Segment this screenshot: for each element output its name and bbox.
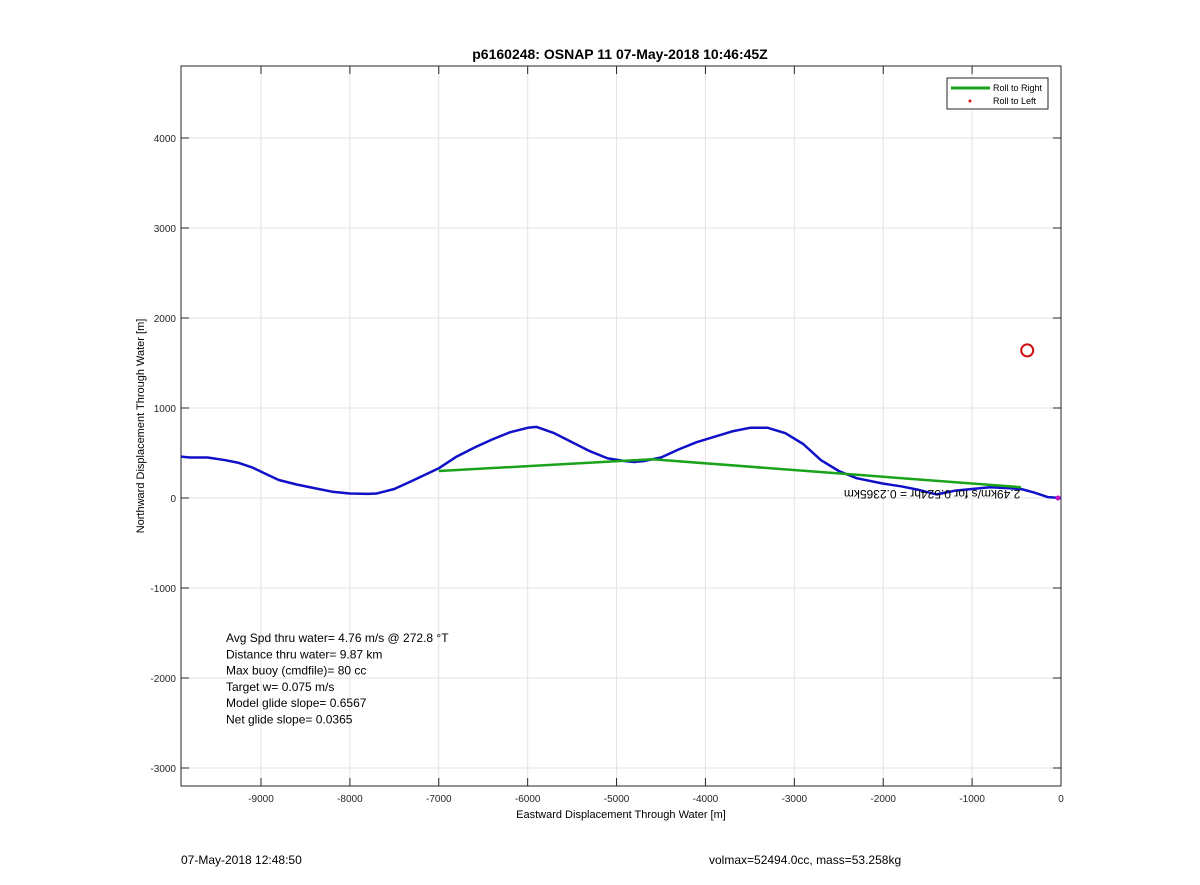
y-tick-label: -1000 (150, 584, 176, 595)
stats-line: Avg Spd thru water= 4.76 m/s @ 272.8 °T (226, 631, 449, 645)
stats-annotation: Avg Spd thru water= 4.76 m/s @ 272.8 °T D… (226, 631, 449, 727)
x-tick-label: 0 (1058, 794, 1064, 805)
legend-swatch-dot (968, 99, 972, 103)
legend-box (946, 77, 1049, 110)
stats-line: Max buoy (cmdfile)= 80 cc (226, 664, 366, 678)
y-tick-label: -2000 (150, 674, 176, 685)
series-layer: 2.49km/s for 0.524hr = 0.2365km (180, 343, 1062, 501)
y-tick-label: 0 (170, 494, 176, 505)
stats-line: Distance thru water= 9.87 km (226, 647, 382, 661)
y-axis-label: Northward Displacement Through Water [m] (135, 319, 147, 534)
y-tick-label: 1000 (154, 404, 177, 415)
y-tick-label: 3000 (154, 224, 177, 235)
footer-info: volmax=52494.0cc, mass=53.258kg (709, 853, 902, 867)
x-tick-label: -6000 (515, 794, 541, 805)
red-circle-marker (1020, 343, 1035, 358)
legend-label: Roll to Left (993, 96, 1037, 106)
legend: Roll to Right Roll to Left (946, 77, 1049, 110)
grid-lines (181, 66, 1062, 786)
roll-to-right-series (438, 458, 1022, 489)
x-tick-label: -3000 (782, 794, 808, 805)
plot-area (180, 65, 1062, 787)
y-tick-label: -3000 (150, 764, 176, 775)
x-tick-label: -7000 (426, 794, 452, 805)
chart-title: p6160248: OSNAP 11 07-May-2018 10:46:45Z (472, 46, 768, 62)
axis-ticks: -9000 -8000 -7000 -6000 -5000 -4000 -3000 -2000… (150, 66, 1064, 805)
x-tick-label: -5000 (604, 794, 630, 805)
footer-timestamp: 07-May-2018 12:48:50 (181, 853, 302, 867)
stats-line: Target w= 0.075 m/s (226, 680, 334, 694)
stats-line: Net glide slope= 0.0365 (226, 713, 353, 727)
x-tick-label: -2000 (870, 794, 896, 805)
stats-line: Model glide slope= 0.6567 (226, 696, 367, 710)
x-tick-label: -1000 (959, 794, 985, 805)
y-tick-label: 2000 (154, 314, 177, 325)
y-tick-label: 4000 (154, 134, 177, 145)
legend-label: Roll to Right (993, 83, 1043, 93)
x-tick-label: -4000 (693, 794, 719, 805)
x-tick-label: -8000 (337, 794, 363, 805)
end-point-marker (1055, 495, 1061, 501)
x-tick-label: -9000 (248, 794, 274, 805)
mirrored-annotation: 2.49km/s for 0.524hr = 0.2365km (844, 487, 1020, 501)
x-axis-label: Eastward Displacement Through Water [m] (516, 809, 726, 821)
